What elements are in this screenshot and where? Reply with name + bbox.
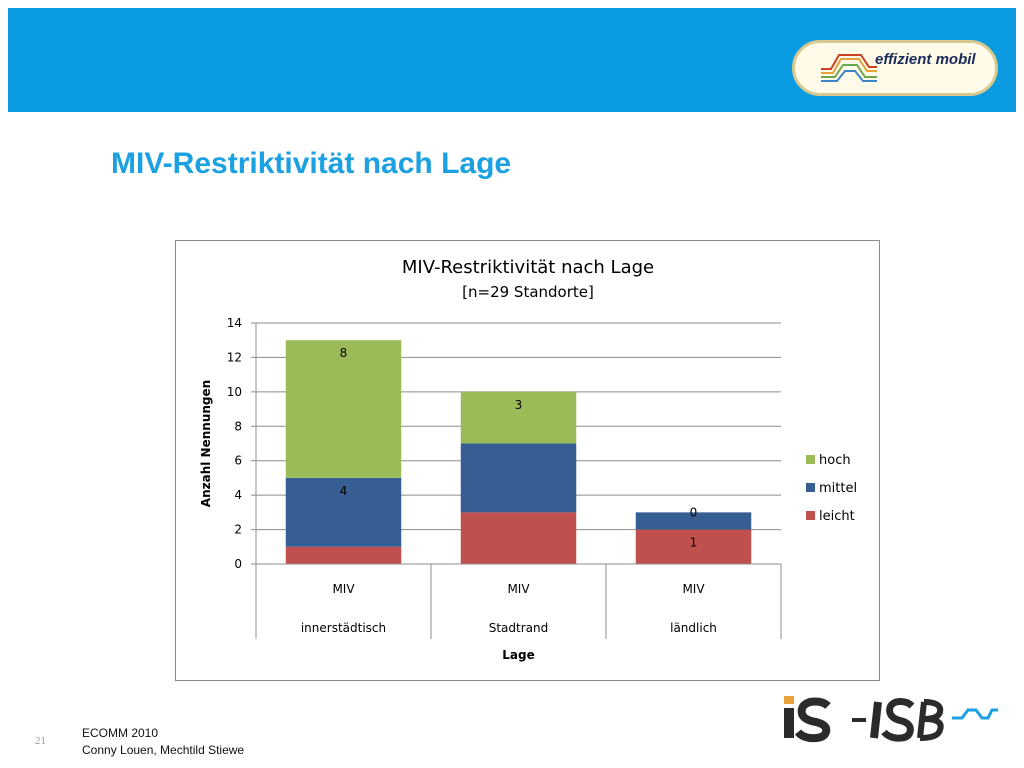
bar-segment-hoch [285,340,402,478]
data-label-leicht: 1 [690,536,698,550]
bar-segment-leicht [285,546,402,564]
chart-frame: MIV-Restriktivität nach Lage [n=29 Stando… [175,240,880,681]
y-tick-label: 0 [234,557,242,571]
footer-event: ECOMM 2010 [82,726,159,740]
legend-swatch-leicht [806,511,815,520]
page-number: 21 [35,735,46,747]
x-tick-label-group: ländlich [670,621,717,635]
x-tick-label: MIV [332,582,355,596]
legend-swatch-mittel [806,483,815,492]
bar-segment-leicht [460,512,577,564]
route-lines-icon [821,54,877,82]
data-label-hoch: 8 [340,346,348,360]
chart-title: MIV-Restriktivität nach Lage [402,257,654,278]
logo-text: effizient mobil [875,51,976,68]
x-tick-label-group: innerstädtisch [301,621,386,635]
y-tick-label: 12 [227,350,242,364]
y-tick-label: 10 [227,385,242,399]
y-axis-label: Anzahl Nennungen [199,380,213,507]
footer-authors: Conny Louen, Mechtild Stiewe [82,743,245,757]
chart-subtitle: [n=29 Standorte] [462,283,594,301]
bar-segment-mittel [460,443,577,513]
slide-title: MIV-Restriktivität nach Lage [111,147,512,180]
x-tick-label: MIV [682,582,705,596]
bar-segment-hoch [460,391,577,444]
y-tick-label: 2 [234,523,242,537]
legend-label-hoch: hoch [819,453,851,468]
y-tick-label: 8 [234,419,242,433]
x-tick-label-group: Stadtrand [489,621,549,635]
header-band: effizient mobil [8,8,1016,112]
legend-label-leicht: leicht [819,509,855,524]
x-axis-label: Lage [502,648,534,662]
legend-label-mittel: mittel [819,481,857,496]
bar-segment-mittel [635,512,752,530]
y-tick-label: 4 [234,488,242,502]
bar-segment-leicht [635,529,752,564]
x-tick-label: MIV [507,582,530,596]
data-label-hoch: 3 [515,398,523,412]
legend-swatch-hoch [806,455,815,464]
y-tick-label: 6 [234,454,242,468]
effizient-mobil-logo: effizient mobil [792,40,998,96]
bar-segment-mittel [285,477,402,547]
y-tick-label: 14 [227,316,242,330]
data-label-hoch: 0 [690,505,698,519]
stacked-bar-chart: MIV-Restriktivität nach Lage [n=29 Stando… [199,257,857,662]
data-label-mittel: 4 [340,484,348,498]
is-isb-logo [784,696,998,743]
